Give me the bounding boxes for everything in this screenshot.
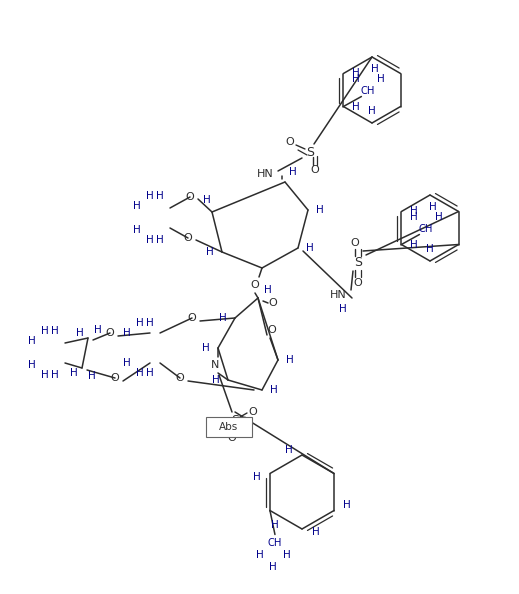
Text: O: O bbox=[351, 238, 359, 248]
Text: H: H bbox=[409, 207, 417, 216]
Text: O: O bbox=[175, 373, 184, 383]
Text: H: H bbox=[283, 551, 291, 561]
Text: H: H bbox=[146, 318, 154, 328]
Text: H: H bbox=[289, 167, 297, 177]
Text: O: O bbox=[311, 165, 319, 175]
Text: O: O bbox=[353, 278, 362, 288]
Text: H: H bbox=[271, 520, 279, 529]
Text: H: H bbox=[88, 371, 96, 381]
Text: O: O bbox=[269, 298, 277, 308]
Text: H: H bbox=[377, 74, 384, 84]
Text: H: H bbox=[41, 326, 49, 336]
Text: H: H bbox=[351, 68, 359, 78]
Text: H: H bbox=[203, 195, 211, 205]
Text: H: H bbox=[156, 191, 164, 201]
Text: H: H bbox=[28, 360, 36, 370]
Text: H: H bbox=[202, 343, 210, 353]
Text: H: H bbox=[409, 213, 417, 223]
Text: H: H bbox=[70, 368, 78, 378]
Text: H: H bbox=[133, 225, 141, 235]
Text: O: O bbox=[285, 137, 294, 147]
Text: H: H bbox=[306, 243, 314, 253]
FancyBboxPatch shape bbox=[206, 417, 252, 437]
Text: O: O bbox=[188, 313, 196, 323]
Text: H: H bbox=[136, 318, 144, 328]
Text: H: H bbox=[212, 375, 220, 385]
Text: O: O bbox=[186, 192, 195, 202]
Text: Abs: Abs bbox=[220, 422, 239, 432]
Text: H: H bbox=[76, 328, 84, 338]
Text: H: H bbox=[156, 235, 164, 245]
Text: O: O bbox=[228, 433, 236, 443]
Text: H: H bbox=[429, 202, 437, 212]
Text: CH: CH bbox=[360, 87, 375, 96]
Text: H: H bbox=[270, 385, 278, 395]
Text: O: O bbox=[106, 328, 114, 338]
Text: H: H bbox=[339, 304, 347, 314]
Text: H: H bbox=[133, 201, 141, 211]
Text: H: H bbox=[371, 64, 379, 74]
Text: H: H bbox=[351, 102, 359, 112]
Text: H: H bbox=[206, 247, 214, 257]
Text: O: O bbox=[249, 407, 257, 417]
Text: H: H bbox=[409, 239, 417, 249]
Text: H: H bbox=[285, 445, 293, 455]
Text: H: H bbox=[146, 368, 154, 378]
Text: H: H bbox=[256, 551, 264, 561]
Text: CH: CH bbox=[268, 538, 282, 548]
Text: H: H bbox=[41, 370, 49, 380]
Text: H: H bbox=[426, 244, 434, 254]
Text: O: O bbox=[111, 373, 119, 383]
Text: H: H bbox=[269, 563, 277, 573]
Text: H: H bbox=[316, 205, 324, 215]
Text: O: O bbox=[268, 325, 277, 335]
Text: H: H bbox=[146, 191, 154, 201]
Text: H: H bbox=[219, 313, 227, 323]
Text: O: O bbox=[251, 280, 260, 290]
Text: H: H bbox=[28, 336, 36, 346]
Text: H: H bbox=[94, 325, 102, 335]
Text: O: O bbox=[184, 233, 193, 243]
Text: H: H bbox=[286, 355, 294, 365]
Text: H: H bbox=[123, 358, 131, 368]
Text: H: H bbox=[343, 501, 351, 510]
Text: N: N bbox=[211, 360, 219, 370]
Text: H: H bbox=[136, 368, 144, 378]
Text: S: S bbox=[354, 257, 362, 270]
Text: H: H bbox=[51, 326, 59, 336]
Text: HN: HN bbox=[256, 169, 274, 179]
Text: CH: CH bbox=[418, 225, 433, 235]
Text: HN: HN bbox=[330, 290, 346, 300]
Text: S: S bbox=[306, 146, 314, 159]
Text: H: H bbox=[123, 328, 131, 338]
Text: H: H bbox=[312, 527, 320, 537]
Text: H: H bbox=[368, 106, 376, 116]
Text: H: H bbox=[253, 472, 261, 482]
Text: H: H bbox=[264, 285, 272, 295]
Text: S: S bbox=[231, 413, 239, 426]
Text: H: H bbox=[51, 370, 59, 380]
Text: H: H bbox=[351, 74, 359, 84]
Text: H: H bbox=[434, 213, 442, 223]
Text: H: H bbox=[146, 235, 154, 245]
